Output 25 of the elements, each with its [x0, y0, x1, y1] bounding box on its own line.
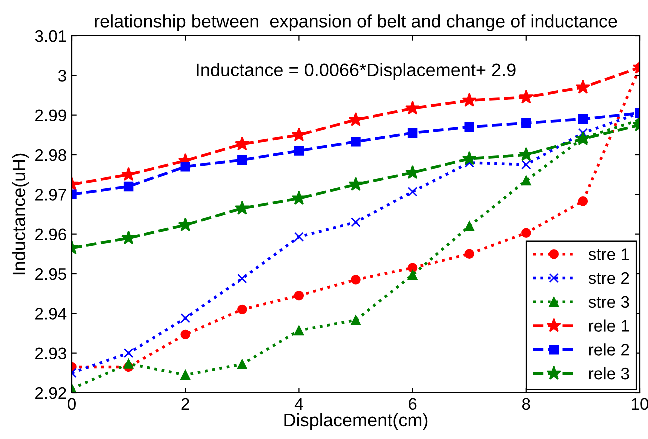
y-tick-label: 2.95 — [36, 268, 66, 280]
x-tick-label: 8 — [522, 398, 530, 410]
y-tick-label: 2.92 — [36, 387, 66, 400]
legend-label: rele 1 — [589, 320, 630, 332]
annotation: Inductance = 0.0066*Displacement+ 2.9 — [197, 63, 516, 80]
legend-label: rele 2 — [589, 344, 630, 356]
x-tick-label: 6 — [409, 398, 417, 410]
x-axis-title: Displacement(cm) — [284, 413, 428, 430]
chart-title: relationship between expansion of belt and change of inductance — [95, 14, 618, 32]
y-tick-label: 2.93 — [36, 348, 66, 360]
y-tick-label: 3.01 — [35, 30, 66, 42]
y-tick-label: 2.96 — [36, 228, 66, 241]
y-tick-label: 2.98 — [36, 149, 66, 162]
legend-label: rele 3 — [589, 367, 630, 380]
y-tick-label: 2.94 — [36, 308, 67, 320]
legend-label: stre 2 — [588, 272, 630, 284]
x-tick-label: 2 — [182, 398, 190, 410]
y-tick-label: 2.97 — [36, 189, 66, 201]
y-axis-title: Inductance(uH) — [12, 154, 30, 275]
x-tick-label: 0 — [68, 398, 76, 410]
legend-label: stre 3 — [588, 296, 630, 308]
y-tick-label: 3 — [58, 70, 66, 82]
y-tick-label: 2.99 — [36, 110, 66, 122]
x-tick-label: 4 — [294, 398, 304, 410]
legend-label: stre 1 — [588, 248, 630, 260]
